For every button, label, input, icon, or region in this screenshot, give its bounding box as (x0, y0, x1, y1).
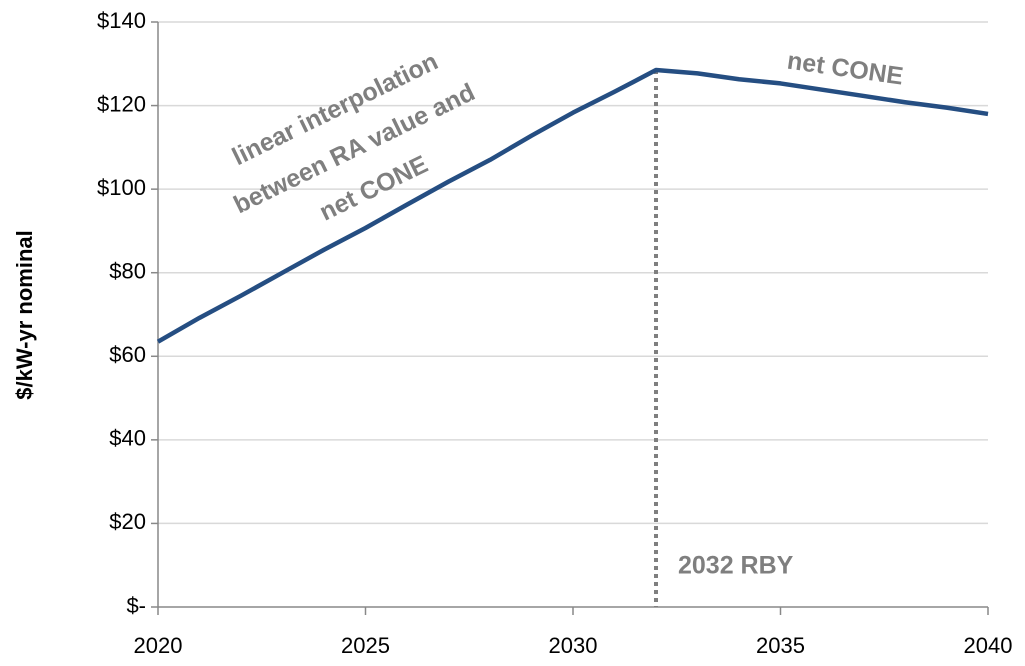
y-axis-label: $/kW-yr nominal (12, 230, 37, 399)
y-tick-label: $60 (109, 342, 146, 367)
y-tick-label: $100 (97, 175, 146, 200)
annotation: net CONE (785, 47, 904, 91)
y-tick-label: $140 (97, 8, 146, 33)
y-tick-label: $120 (97, 91, 146, 116)
y-tick-label: $20 (109, 509, 146, 534)
annotation-line: net CONE (785, 47, 904, 91)
reference-label: 2032 RBY (678, 552, 794, 580)
y-tick-label: $80 (109, 259, 146, 284)
series-line (156, 67, 989, 344)
x-tick-label: 2040 (964, 633, 1013, 658)
x-tick-label: 2035 (756, 633, 805, 658)
x-tick-label: 2030 (549, 633, 598, 658)
y-tick-label: $- (126, 593, 146, 618)
x-tick-label: 2020 (134, 633, 183, 658)
x-tick-label: 2025 (341, 633, 390, 658)
y-tick-label: $40 (109, 426, 146, 451)
